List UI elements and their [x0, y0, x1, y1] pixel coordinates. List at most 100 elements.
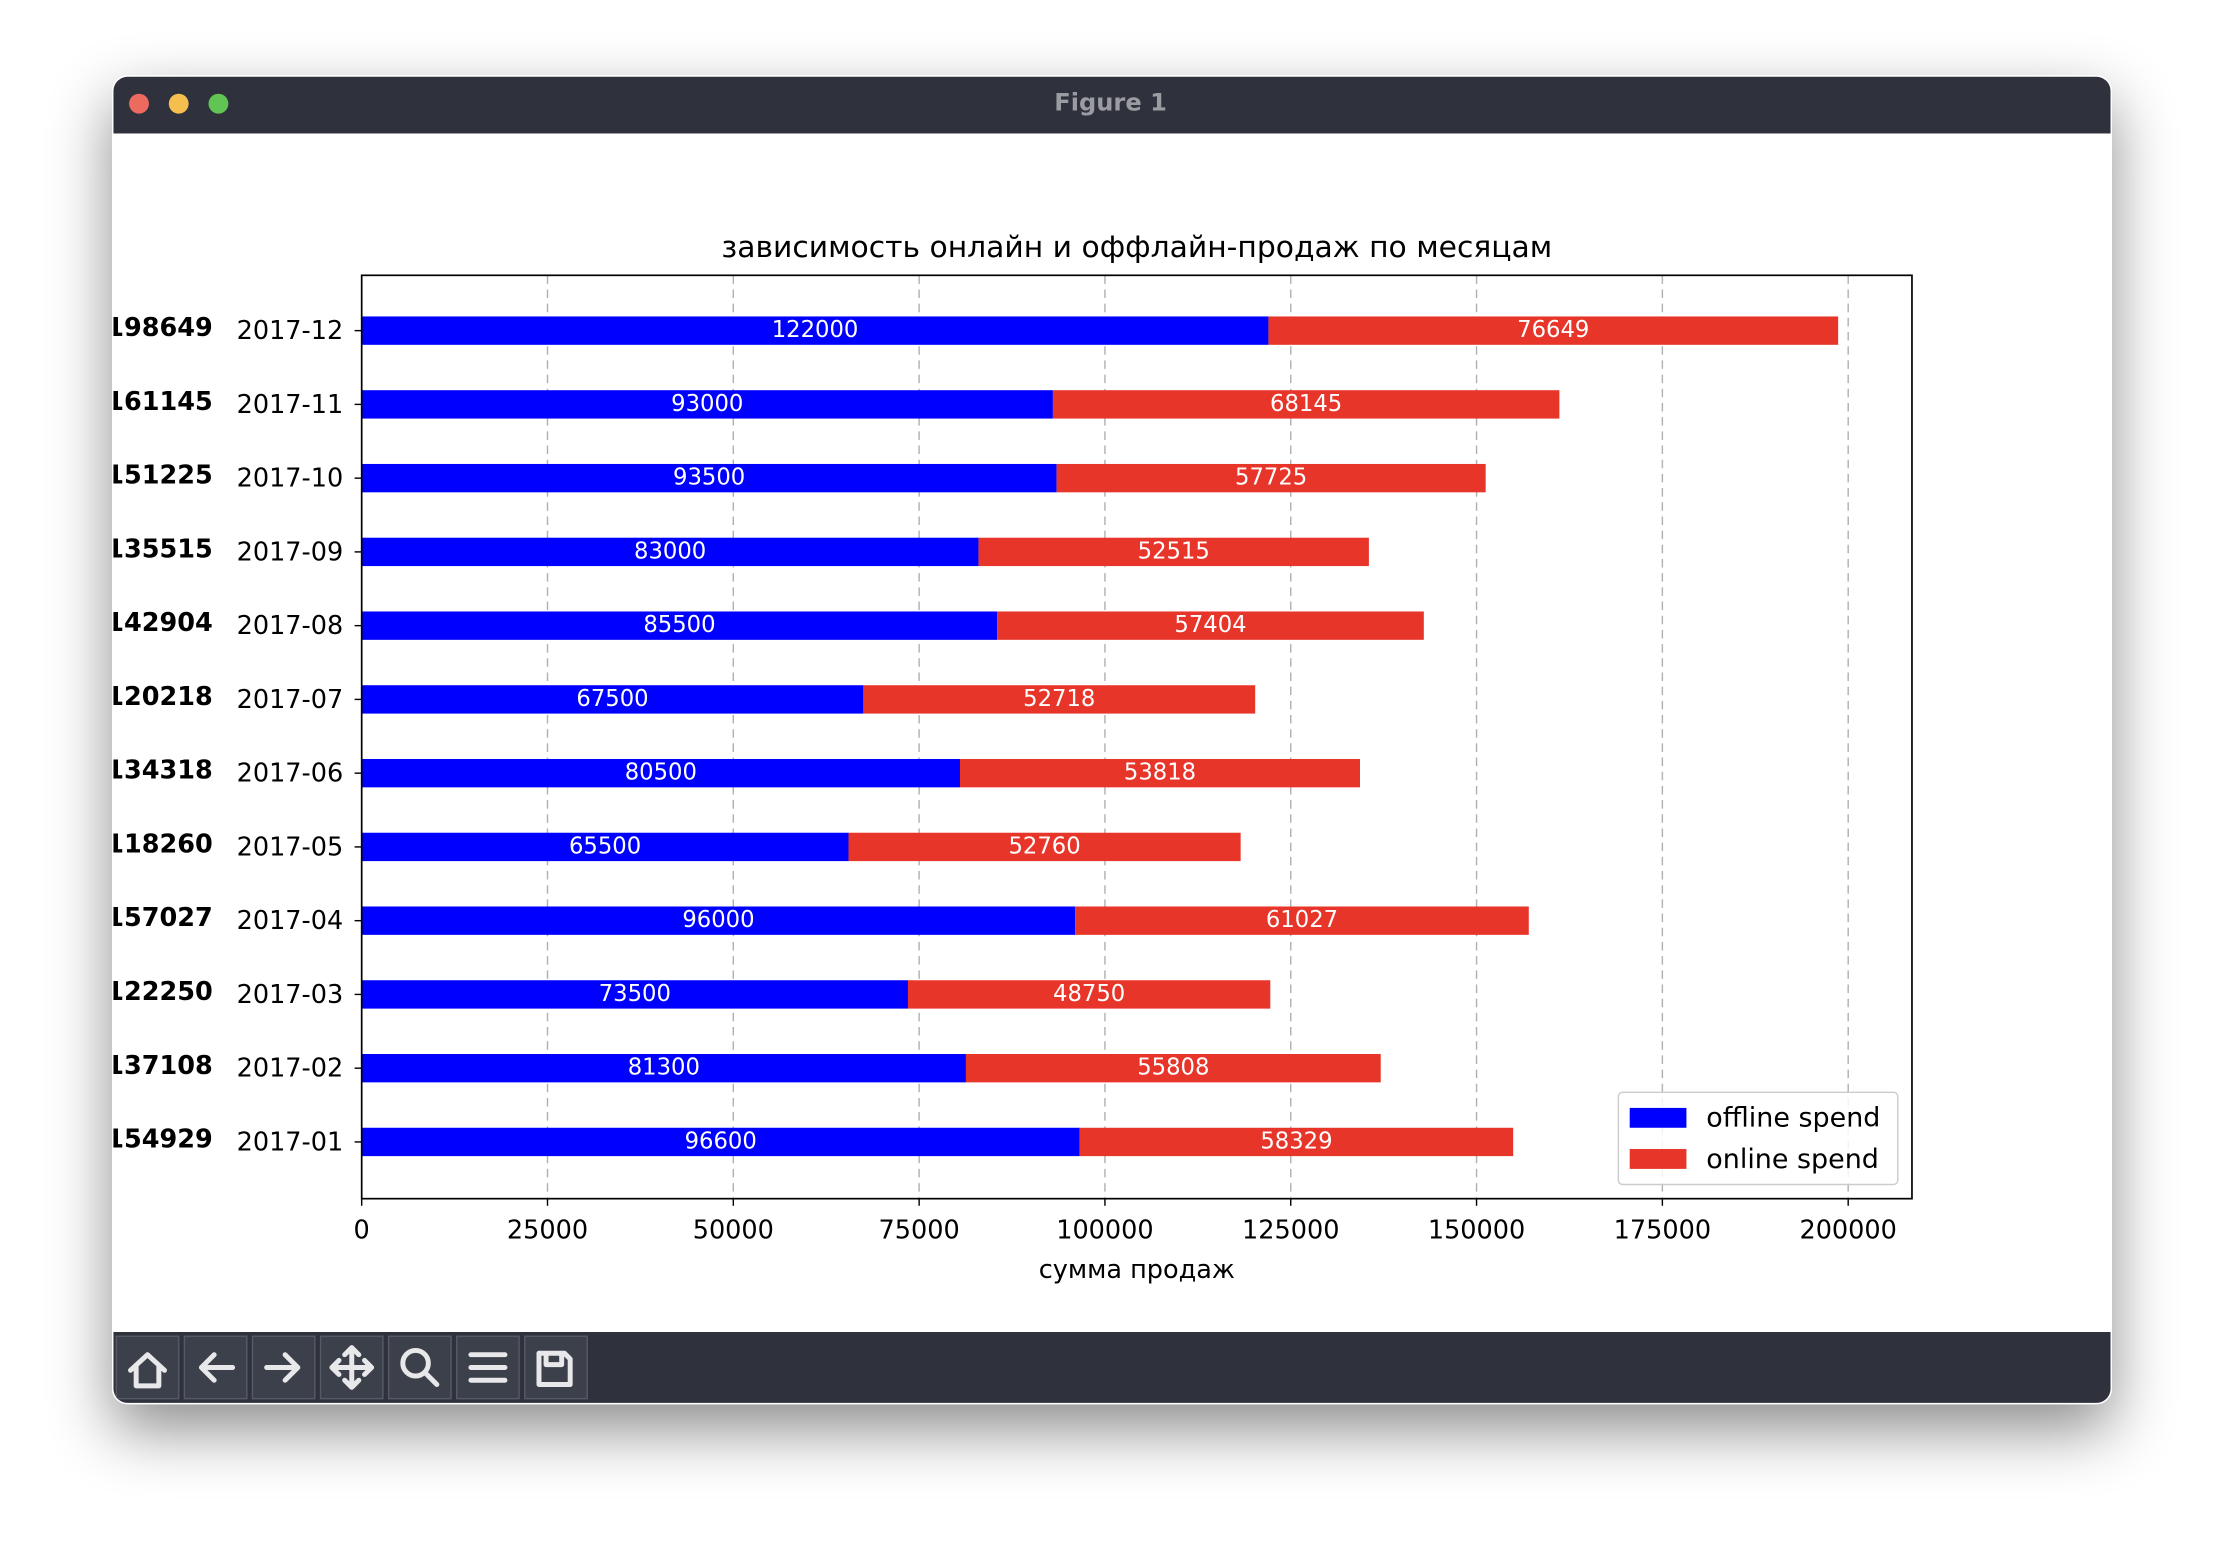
- bar-value-label: 67500: [576, 686, 648, 712]
- x-axis-label: сумма продаж: [1039, 1255, 1235, 1285]
- toolbar-icons: [128, 1345, 573, 1390]
- bar-segment: [361, 906, 1076, 935]
- total-label: 151225: [106, 461, 213, 491]
- x-tick-label: 75000: [879, 1215, 960, 1245]
- y-tick-label: 2017-02: [237, 1054, 344, 1084]
- bar-segment: [959, 758, 1361, 788]
- bar-segment: [997, 611, 1424, 640]
- bar-value-label: 96000: [682, 907, 754, 933]
- bar-value-label: 68145: [1270, 391, 1342, 417]
- total-label: 134318: [106, 756, 213, 786]
- legend-label: offline spend: [1706, 1103, 1880, 1134]
- bar-segment: [965, 1054, 1381, 1083]
- bar-segment: [361, 316, 1269, 345]
- total-label: 154929: [106, 1125, 213, 1155]
- y-tick-label: 2017-12: [237, 316, 344, 346]
- bar-segment: [848, 832, 1241, 862]
- bar-segment: [361, 611, 998, 640]
- bar-segment: [1075, 906, 1529, 935]
- total-label: 120218: [106, 682, 213, 712]
- bar-segment: [361, 1127, 1080, 1157]
- legend-box: [1617, 1091, 1899, 1186]
- y-tick-label: 2017-10: [237, 464, 344, 494]
- bar-value-label: 48750: [1053, 981, 1125, 1007]
- bar-segment: [1056, 463, 1486, 493]
- bar-value-label: 57725: [1235, 465, 1307, 491]
- x-tick-label: 175000: [1614, 1215, 1711, 1245]
- bar-value-label: 52718: [1023, 686, 1095, 712]
- total-label: 118260: [106, 830, 213, 860]
- bar-value-label: 65500: [569, 833, 641, 859]
- y-tick-label: 2017-03: [237, 980, 344, 1010]
- bar-value-label: 61027: [1266, 907, 1338, 933]
- bar-segment: [361, 685, 864, 714]
- bar-segment: [978, 537, 1369, 567]
- bar-segment: [1268, 316, 1839, 345]
- x-tick-label: 25000: [507, 1215, 588, 1245]
- bar-value-label: 81300: [628, 1055, 700, 1081]
- x-tick-label: 100000: [1056, 1215, 1153, 1245]
- home-button[interactable]: [115, 1335, 180, 1400]
- bar-value-label: 52515: [1138, 538, 1210, 564]
- bar-value-label: 52760: [1008, 833, 1080, 859]
- bar-segment: [361, 463, 1057, 493]
- bar-segment: [361, 390, 1053, 419]
- bar-segment: [1079, 1127, 1514, 1157]
- bar-value-label: 122000: [772, 317, 859, 343]
- bar-value-label: 93000: [671, 391, 743, 417]
- legend-label: online spend: [1706, 1144, 1879, 1175]
- bar-segment: [361, 758, 960, 788]
- bar-segment: [863, 685, 1256, 714]
- total-label: 198649: [106, 313, 213, 343]
- bar-value-label: 57404: [1174, 612, 1246, 638]
- total-label: 157027: [106, 903, 213, 933]
- bar-value-label: 80500: [625, 760, 697, 786]
- bar-segment: [361, 537, 979, 567]
- bar-segment: [361, 832, 849, 862]
- y-tick-label: 2017-04: [237, 906, 344, 936]
- x-tick-label: 125000: [1242, 1215, 1339, 1245]
- legend-swatch: [1629, 1107, 1687, 1128]
- bar-value-label: 85500: [643, 612, 715, 638]
- bar-value-label: 93500: [673, 465, 745, 491]
- total-label: 135515: [106, 534, 213, 564]
- bar-segment: [1052, 390, 1560, 419]
- y-tick-label: 2017-06: [237, 759, 344, 789]
- y-tick-label: 2017-08: [237, 611, 344, 641]
- plot-frame: [360, 274, 1913, 1200]
- x-tick-label: 150000: [1428, 1215, 1525, 1245]
- legend-swatch: [1629, 1149, 1687, 1169]
- x-tick-label: 200000: [1799, 1215, 1896, 1245]
- chart-title: зависимость онлайн и оффлайн-продаж по м…: [721, 230, 1552, 265]
- bar-segment: [907, 980, 1271, 1009]
- y-tick-label: 2017-01: [237, 1127, 344, 1157]
- y-tick-label: 2017-11: [237, 390, 344, 420]
- minimize-button[interactable]: [168, 93, 189, 114]
- total-label: 122250: [106, 977, 213, 1007]
- bar-value-label: 53818: [1124, 760, 1196, 786]
- total-label: 161145: [106, 387, 213, 417]
- total-label: 137108: [106, 1051, 213, 1081]
- bar-value-label: 55808: [1137, 1055, 1209, 1081]
- bar-value-label: 76649: [1517, 317, 1589, 343]
- zoom-button[interactable]: [208, 93, 229, 114]
- bar-segment: [361, 980, 908, 1009]
- window-title: Figure 1: [1054, 89, 1167, 117]
- x-tick-label: 0: [354, 1215, 370, 1245]
- bar-value-label: 96600: [685, 1128, 757, 1154]
- bar-value-label: 73500: [599, 981, 671, 1007]
- y-tick-label: 2017-05: [237, 832, 344, 862]
- total-label: 142904: [106, 608, 213, 638]
- zoom-tool-button[interactable]: [387, 1335, 452, 1400]
- bar-segment: [361, 1054, 966, 1083]
- x-tick-label: 50000: [693, 1215, 774, 1245]
- window-content: Figure 1 зависимость онлайн и оффлайн-пр…: [106, 76, 2111, 1403]
- close-button[interactable]: [129, 93, 149, 114]
- title-bar: [113, 76, 2111, 134]
- y-tick-label: 2017-09: [237, 537, 344, 567]
- y-tick-label: 2017-07: [237, 685, 344, 715]
- save-button[interactable]: [524, 1335, 588, 1400]
- bar-value-label: 58329: [1260, 1128, 1332, 1154]
